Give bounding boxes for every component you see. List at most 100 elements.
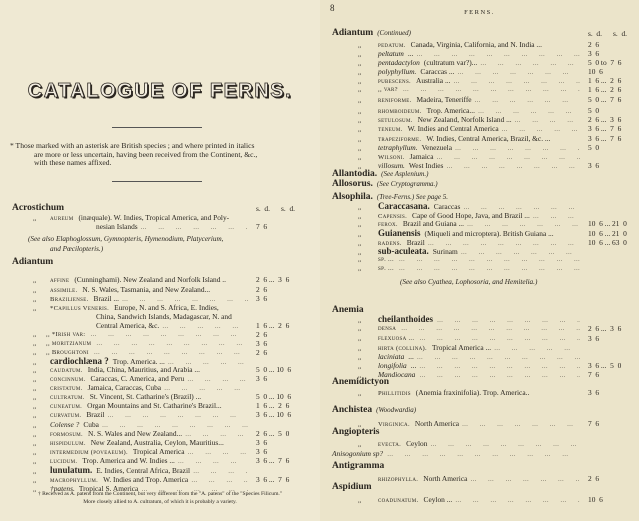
species-locality: Trop. America. ... [112,357,165,366]
dot-leader: … … … … … … … … … … … … … … … … … [419,364,580,370]
species-entry: ,, hirta (collina). Tropical America ...… … [358,343,580,354]
dot-leader: … … … … … … … … … … … … … … … … … [387,452,580,458]
price: s. d. s. d. [588,29,628,38]
species-locality: Caraccas ... [420,67,455,76]
species-name: villosum. [378,161,405,170]
species-locality: New Zealand, Norfolk Island ... [417,115,512,124]
species-locality: Trop. America and W. Indies ... [82,456,175,466]
price: 2 6 [256,348,268,357]
species-entry: ,, concinnum. Caraccas, C. America, and Pe… [33,374,267,385]
species-entry: ,, polyphyllum. Caraccas ...… … … … … … … … [358,67,603,78]
ditto-mark: ,, [358,441,362,448]
dot-leader: … … … … … … … … … … … … … … … … … [177,459,248,466]
species-name: Capensis. [378,213,408,220]
dot-leader: … … … … … … … … … … … … … … … … … [416,52,580,58]
species-locality: Australia ... [416,76,451,85]
genus-name: Antigramma [332,461,385,471]
dot-leader: … … … … … … … … … … … … … … … … … [480,61,580,67]
ditto-mark: ,, [358,317,362,324]
species-entry: ,, evecta. Ceylon… … … … … … … … … … … … …… [358,439,580,450]
ditto-mark: ,, [33,385,37,392]
left-page: CATALOGUE OF FERNS. * Those marked with … [10,79,296,505]
species-name: Wilsoni. [378,154,405,161]
price: 3 6 ... 10 6 [256,410,292,420]
ditto-mark: ,, [358,390,362,397]
species-entry: ,, sp. ... … … … … … … … … … … … … … … … …… [358,255,580,265]
page-number: 8 [330,3,335,13]
species-entry: ,, laciniata...… … … … … … … … … … … … … … [358,352,580,363]
species-locality: Tropical America [132,447,185,457]
species-entry: Anisogonium sp?… … … … … … … … … … … … …… [332,449,580,460]
ditto-mark: ,, [358,51,362,58]
species-name: sub-aculeata. [378,246,429,256]
species-name: Caraccasana. [378,201,430,211]
species-entry: Central America, &c.… … … … … … … … … … … [96,321,289,332]
genus-heading: Anemidictyon [332,377,580,387]
species-locality: nesian Islands [96,222,138,231]
dot-leader: … … … … … … … … … … … … … … … … … [187,377,248,383]
species-name: flexuosa ... [378,335,415,342]
species-locality: Ceylon [406,439,428,448]
price: 3 6 ... 7 6 [256,474,290,484]
price: 3 6 ... 7 6 [588,124,622,133]
ditto-mark: ,, [33,394,37,401]
species-locality: E. Indies, Central Africa, Brazil [96,465,191,475]
species-entry: ,, pedatum. Canada, Virginia, California, … [358,40,599,50]
species-name: cristatum. [50,385,83,392]
species-name: reniforme. [378,97,412,104]
species-locality: Brazil [86,410,105,420]
note-text: (See also Cyathea, Lophosoria, and Hemit… [400,278,538,286]
ditto-mark: ,, [358,497,362,504]
species-entry: ,, Capensis. Cape of Good Hope, Java, and … [358,211,580,222]
price: 3 6 ... 7 6 [256,456,290,466]
species-locality: Cuba [83,419,99,429]
dot-leader: … … … … … … … … … … … … … … … … … [455,146,580,152]
species-name: curvatum. [50,412,82,420]
species-name: trapeziforme. [378,136,422,143]
ditto-mark: ,, [358,240,362,247]
dot-leader: … … … … … … … … … … … … … … … … … [107,413,248,420]
species-locality: Central America, &c. [96,321,160,330]
species-entry: ,, assimile. N. S. Wales, Tasmania, and Ne… [33,285,267,295]
ditto-mark: ,, [358,60,362,67]
species-name: formosum. [50,430,83,438]
species-name: Mandiocana [378,370,416,379]
genus-note: (Continued) [377,29,412,37]
species-locality: Madeira, Teneriffe [416,95,472,104]
dot-leader: … … … … … … … … … … … … … … … … … [402,87,580,93]
price: 1 6 ... 2 6 [256,401,290,411]
price: 5 0 ... 10 6 [256,392,292,401]
species-name: cheilanthoides [378,314,434,324]
species-name: ,, *Irish var: [46,331,86,338]
ditto-mark: ,, [33,340,37,347]
ditto-mark: ,, [358,421,362,428]
species-locality: N. S. Wales and New Zealand... [87,428,183,438]
price: 2 6 ... 3 6 [588,115,622,124]
ditto-mark: ,, [33,376,37,383]
ditto-mark: ,, [33,296,37,303]
species-name: rhomboideum. [378,108,422,115]
species-name: peltatum [378,49,404,58]
genus-heading: Adiantum [12,257,248,267]
species-name: cardiochlæna ? [50,356,109,366]
dot-leader: … … … … … … … … … … … … … … … … … [398,266,580,272]
dot-leader: … … … … … … … … … … … … … … … … … [401,326,580,332]
species-entry: ,, cardiochlæna ? Trop. America. ...… … … … [33,357,248,368]
species-locality: New Zealand, Australia, Ceylon, Mauritiu… [90,438,224,447]
species-entry: ,, intermedium (poveaeum). Tropical Americ… [33,447,267,458]
dot-leader: … … … … … … … … … … … … … … … … … [167,360,248,366]
ditto-mark: ,, [358,154,362,161]
price: 1 6 ... 2 6 [588,85,622,94]
species-entry: ,, macrophyllum. W. Indies and Trop. Ameri… [33,475,289,486]
genus-heading: Allantodia. (See Asplenium.) [332,169,580,179]
ditto-mark: ,, [33,421,37,429]
ditto-mark: ,, [358,86,362,93]
species-name: Colense ? [50,419,80,429]
species-entry: ,, sub-aculeata.Surinam… … … … … … … … … … [358,247,580,258]
species-locality: Jamaica [409,152,434,161]
title-rule [112,127,202,128]
ditto-mark: ,, [358,265,362,272]
species-locality: India, China, Mauritius, and Arabia ... [87,365,200,374]
species-locality: Surinam [432,247,458,256]
species-locality: W. Indies and Central America [407,124,499,133]
